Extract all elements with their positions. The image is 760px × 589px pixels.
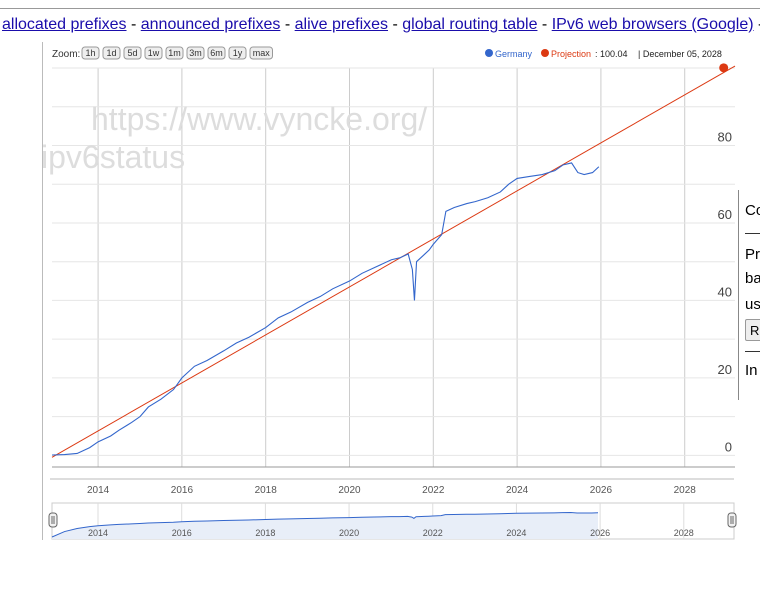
x-tick-label: 2014 — [87, 485, 110, 496]
y-tick-label: 80 — [718, 129, 732, 144]
zoom-button-6m[interactable]: 6m — [207, 46, 226, 60]
navigator-tick-label: 2020 — [339, 528, 359, 538]
y-tick-label: 20 — [718, 362, 732, 377]
legend-germany-dot — [485, 49, 493, 57]
navigator-tick-label: 2014 — [88, 528, 108, 538]
zoom-button-bg — [144, 46, 163, 60]
zoom-button-label: max — [253, 48, 271, 58]
side-button[interactable]: R — [745, 319, 760, 341]
legend-projection-label: Projection — [551, 49, 591, 59]
zoom-button-bg — [228, 46, 247, 60]
nav-separator: - — [758, 16, 760, 33]
x-tick-label: 2018 — [255, 485, 278, 496]
side-panel: Co Pr ba us R In — [738, 190, 760, 400]
zoom-label: Zoom: — [52, 49, 80, 60]
projection-line — [51, 65, 736, 458]
x-tick-label: 2026 — [590, 485, 613, 496]
x-axis-ticks: 2014 2016 2018 2020 2022 2024 2026 2028 — [87, 485, 696, 496]
zoom-button-bg — [102, 46, 121, 60]
navigator-tick-label: 2022 — [423, 528, 443, 538]
side-panel-border — [738, 190, 739, 400]
zoom-button-label: 1h — [85, 48, 95, 58]
navigator-tick-label: 2016 — [172, 528, 192, 538]
nav-separator: - — [541, 16, 548, 33]
zoom-button-label: 5d — [127, 48, 137, 58]
zoom-button-bg — [186, 46, 205, 60]
y-tick-label: 0 — [725, 439, 732, 454]
nav-link-alive-prefixes[interactable]: alive prefixes — [294, 16, 389, 33]
nav-link-allocated-prefixes[interactable]: allocated prefixes — [2, 16, 127, 33]
side-text-1: Co — [745, 202, 760, 219]
zoom-button-label: 1w — [148, 48, 160, 58]
y-axis-ticks: 0 20 40 60 80 — [718, 129, 732, 454]
x-tick-label: 2022 — [422, 485, 445, 496]
zoom-button-bg — [249, 46, 273, 60]
zoom-button-label: 1y — [233, 48, 243, 58]
zoom-button-1h[interactable]: 1h — [81, 46, 100, 60]
navigator[interactable]: 2014 2016 2018 2020 2022 2024 2026 2028 — [48, 502, 737, 540]
zoom-button-label: 1m — [168, 48, 181, 58]
legend-projection-value: : 100.04 — [595, 49, 628, 59]
navigator-area — [52, 512, 599, 539]
zoom-buttons: 1h 1d 5d 1w 1m 3m 6m 1y max — [81, 46, 273, 60]
zoom-button-label: 1d — [106, 48, 116, 58]
navigator-line — [51, 512, 599, 538]
legend-germany-label: Germany — [495, 49, 533, 59]
side-text-4: us — [745, 296, 760, 313]
zoom-button-1m[interactable]: 1m — [165, 46, 184, 60]
handle-body — [48, 512, 58, 528]
watermark-line1: https://www.vyncke.org/ — [91, 101, 427, 137]
navigator-right-handle[interactable] — [727, 512, 737, 528]
zoom-button-5d[interactable]: 5d — [123, 46, 142, 60]
navigator-tick-label: 2028 — [674, 528, 694, 538]
zoom-button-1d[interactable]: 1d — [102, 46, 121, 60]
side-text-2: Pr — [745, 246, 760, 263]
zoom-button-bg — [81, 46, 100, 60]
nav-separator: - — [392, 16, 398, 33]
watermark-line2: ipv6status — [43, 139, 185, 175]
x-tick-label: 2024 — [506, 485, 529, 496]
side-text-3: ba — [745, 270, 760, 287]
navigator-tick-label: 2026 — [590, 528, 610, 538]
handle-body — [727, 512, 737, 528]
y-tick-label: 60 — [718, 207, 732, 222]
legend: Germany Projection : 100.04 | December 0… — [485, 49, 722, 59]
zoom-button-bg — [207, 46, 226, 60]
nav-separator: - — [130, 16, 137, 33]
nav-link-global-routing-table[interactable]: global routing table — [402, 16, 538, 33]
chart-svg: Zoom: 1h 1d 5d 1w 1m 3m 6m 1y max Germany Projec… — [43, 46, 737, 540]
zoom-button-bg — [123, 46, 142, 60]
side-divider-2 — [745, 351, 760, 352]
top-divider — [0, 8, 760, 9]
zoom-button-3m[interactable]: 3m — [186, 46, 205, 60]
x-tick-label: 2020 — [338, 485, 361, 496]
legend-projection-dot — [541, 49, 549, 57]
zoom-button-label: 3m — [189, 48, 202, 58]
x-tick-label: 2016 — [171, 485, 194, 496]
zoom-button-1w[interactable]: 1w — [144, 46, 163, 60]
navigator-tick-label: 2018 — [255, 528, 275, 538]
legend-date: | December 05, 2028 — [638, 49, 722, 59]
side-divider-1 — [745, 233, 760, 234]
nav-link-ipv6-web-browsers[interactable]: IPv6 web browsers (Google) — [551, 16, 754, 33]
nav-links: allocated prefixes - announced prefixes … — [2, 16, 760, 34]
nav-link-announced-prefixes[interactable]: announced prefixes — [140, 16, 281, 33]
x-tick-label: 2028 — [674, 485, 697, 496]
side-text-5: In — [745, 362, 758, 379]
nav-separator: - — [284, 16, 291, 33]
zoom-button-1y[interactable]: 1y — [228, 46, 247, 60]
chart-container: Zoom: 1h 1d 5d 1w 1m 3m 6m 1y max Germany Projec… — [42, 42, 743, 540]
y-tick-label: 40 — [718, 284, 732, 299]
navigator-left-handle[interactable] — [48, 512, 58, 528]
germany-line — [51, 162, 600, 456]
zoom-button-max[interactable]: max — [249, 46, 273, 60]
zoom-button-bg — [165, 46, 184, 60]
navigator-tick-label: 2024 — [506, 528, 526, 538]
zoom-button-label: 6m — [210, 48, 223, 58]
projection-marker — [719, 63, 729, 73]
